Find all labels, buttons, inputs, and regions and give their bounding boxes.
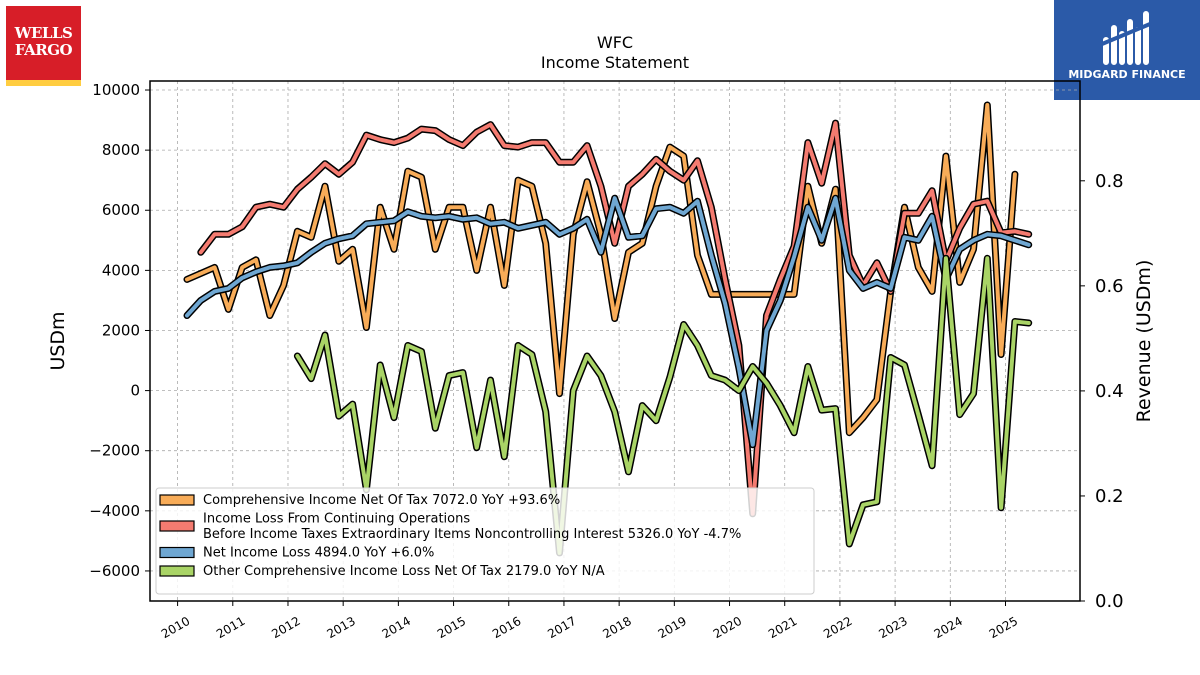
series-line [185,196,1031,447]
midgard-emblem-icon [1101,11,1151,65]
plot-frame [149,80,1081,602]
y-tick-label: 0 [130,382,140,400]
x-tick-label: 2010 [159,614,192,641]
legend-swatch [159,494,195,506]
chart-subtitle: Income Statement [541,53,689,72]
x-tick-label: 2020 [711,614,744,641]
y-tick-label: 2000 [102,321,140,339]
y-right-tick-label: 0.2 [1095,486,1124,507]
series-0 [183,101,1019,437]
x-tick-label: 2014 [380,614,413,641]
x-tick-label: 2016 [490,614,523,641]
x-tick-label: 2017 [545,614,578,641]
y-axis-label: USDm [47,311,69,370]
x-tick-label: 2025 [987,614,1020,641]
y-tick-label: 6000 [102,201,140,219]
legend: Comprehensive Income Net Of Tax 7072.0 Y… [155,487,815,595]
x-tick-label: 2018 [600,614,633,641]
x-tick-label: 2021 [766,614,799,641]
legend-swatch [159,520,195,532]
y-tick-label: −2000 [89,442,140,460]
x-axis: 2010 2011 2012 2013 2014 2015 2016 2017 2018 2019… [159,601,1020,641]
logo-left-text-2: FARGO [14,41,73,59]
x-tick-label: 2012 [269,614,302,641]
y-tick-label: 4000 [102,261,140,279]
chart-title: WFC [597,33,633,52]
y-tick-label: 8000 [102,141,140,159]
y-tick-label: −6000 [89,562,140,580]
series-line [295,256,1031,555]
y-tick-label: 10000 [92,81,140,99]
y-axis-right-label: Revenue (USDm) [1133,260,1155,423]
y-right-tick-label: 0.6 [1095,276,1124,297]
legend-swatch [159,546,195,559]
y-right-tick-label: 0.4 [1095,381,1124,402]
series-line [185,103,1017,435]
x-tick-label: 2019 [656,614,689,641]
legend-swatch [159,565,195,577]
legend-label: Comprehensive Income Net Of Tax 7072.0 Y… [203,493,560,508]
midgard-finance-logo: MIDGARD FINANCE [1054,0,1200,100]
y-axis-right: 0.0 0.2 0.4 0.6 0.8 [1080,171,1124,612]
x-tick-label: 2022 [821,614,854,641]
logo-left-text-1: WELLS [14,24,73,42]
y-axis-left: −6000 −4000 −2000 0 2000 4000 6000 8000 10000 [89,81,150,580]
legend-box [155,487,815,595]
legend-label: Income Loss From Continuing Operations Be… [203,512,741,543]
grid-lines [150,81,1080,601]
x-tick-label: 2015 [435,614,468,641]
logo-right-text: MIDGARD FINANCE [1068,68,1186,81]
x-tick-label: 2013 [324,614,357,641]
y-right-tick-label: 0.0 [1095,591,1124,612]
series-3 [293,254,1033,557]
legend-label: Net Income Loss 4894.0 YoY +6.0% [203,546,434,561]
x-tick-label: 2011 [214,614,247,641]
x-tick-label: 2024 [932,614,965,641]
series-2 [183,194,1033,449]
legend-label: Other Comprehensive Income Loss Net Of T… [203,564,605,579]
y-tick-label: −4000 [89,502,140,520]
x-tick-label: 2023 [876,614,909,641]
wells-fargo-logo: WELLS FARGO [6,6,81,86]
y-right-tick-label: 0.8 [1095,171,1124,192]
